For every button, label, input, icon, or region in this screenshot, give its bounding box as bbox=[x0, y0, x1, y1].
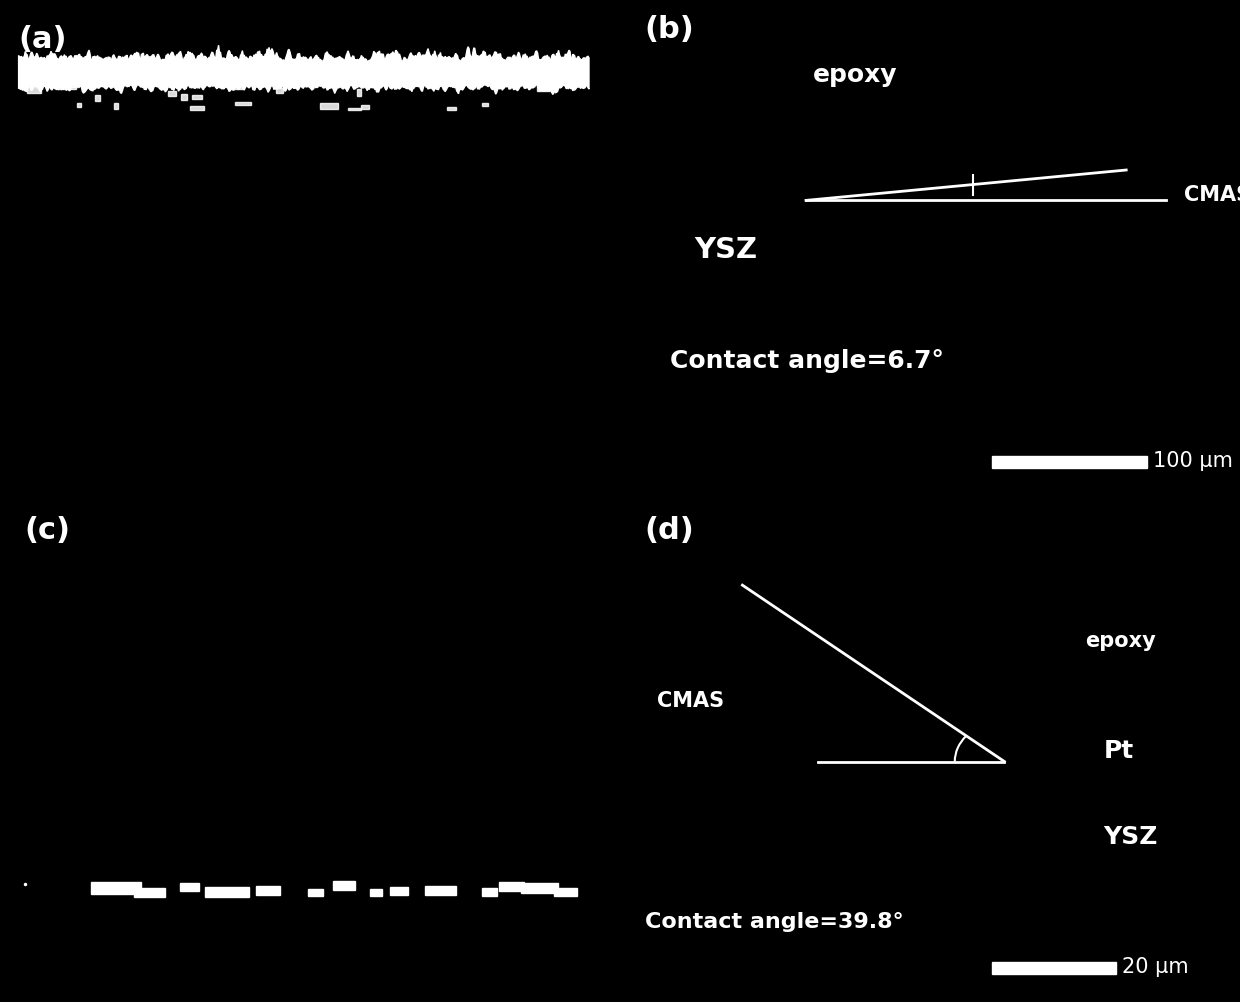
Polygon shape bbox=[361, 105, 368, 108]
Polygon shape bbox=[167, 91, 176, 96]
Polygon shape bbox=[357, 89, 361, 96]
Polygon shape bbox=[206, 888, 249, 898]
Polygon shape bbox=[308, 889, 322, 896]
Polygon shape bbox=[91, 882, 140, 894]
Polygon shape bbox=[537, 84, 549, 91]
Text: CMAS: CMAS bbox=[657, 691, 724, 711]
Bar bbox=[992, 456, 1147, 469]
Polygon shape bbox=[370, 889, 382, 896]
Bar bbox=[992, 962, 1116, 974]
Polygon shape bbox=[27, 87, 41, 92]
Polygon shape bbox=[521, 883, 558, 893]
Polygon shape bbox=[425, 886, 456, 895]
Polygon shape bbox=[554, 888, 577, 896]
Polygon shape bbox=[236, 101, 250, 105]
Text: (a): (a) bbox=[19, 25, 67, 54]
Polygon shape bbox=[77, 103, 82, 107]
Text: (c): (c) bbox=[25, 516, 71, 545]
Polygon shape bbox=[448, 107, 456, 109]
Polygon shape bbox=[255, 886, 280, 895]
Polygon shape bbox=[192, 95, 202, 99]
Text: YSZ: YSZ bbox=[1104, 825, 1158, 849]
Polygon shape bbox=[95, 94, 99, 101]
Polygon shape bbox=[114, 103, 118, 109]
Text: (d): (d) bbox=[645, 516, 694, 545]
Polygon shape bbox=[482, 888, 497, 896]
Polygon shape bbox=[228, 84, 243, 89]
Text: YSZ: YSZ bbox=[694, 236, 758, 265]
Polygon shape bbox=[320, 102, 339, 108]
Polygon shape bbox=[277, 88, 283, 93]
Polygon shape bbox=[181, 93, 187, 99]
Polygon shape bbox=[348, 107, 361, 110]
Polygon shape bbox=[482, 103, 489, 106]
Text: CMAS: CMAS bbox=[1184, 185, 1240, 205]
Polygon shape bbox=[190, 105, 205, 110]
Polygon shape bbox=[19, 45, 589, 94]
Text: Contact angle=6.7°: Contact angle=6.7° bbox=[670, 349, 944, 373]
Text: Contact angle=39.8°: Contact angle=39.8° bbox=[645, 912, 904, 932]
Polygon shape bbox=[332, 881, 355, 890]
Polygon shape bbox=[389, 887, 408, 895]
Text: (b): (b) bbox=[645, 15, 694, 44]
Polygon shape bbox=[500, 883, 525, 892]
Text: 20 μm: 20 μm bbox=[1122, 957, 1189, 977]
Polygon shape bbox=[134, 888, 165, 897]
Polygon shape bbox=[180, 883, 198, 891]
Text: epoxy: epoxy bbox=[813, 63, 898, 87]
Text: epoxy: epoxy bbox=[1085, 631, 1156, 651]
Polygon shape bbox=[64, 84, 79, 87]
Text: Pt: Pt bbox=[1104, 739, 1133, 764]
Polygon shape bbox=[57, 83, 76, 89]
Text: 100 μm: 100 μm bbox=[1153, 451, 1233, 471]
